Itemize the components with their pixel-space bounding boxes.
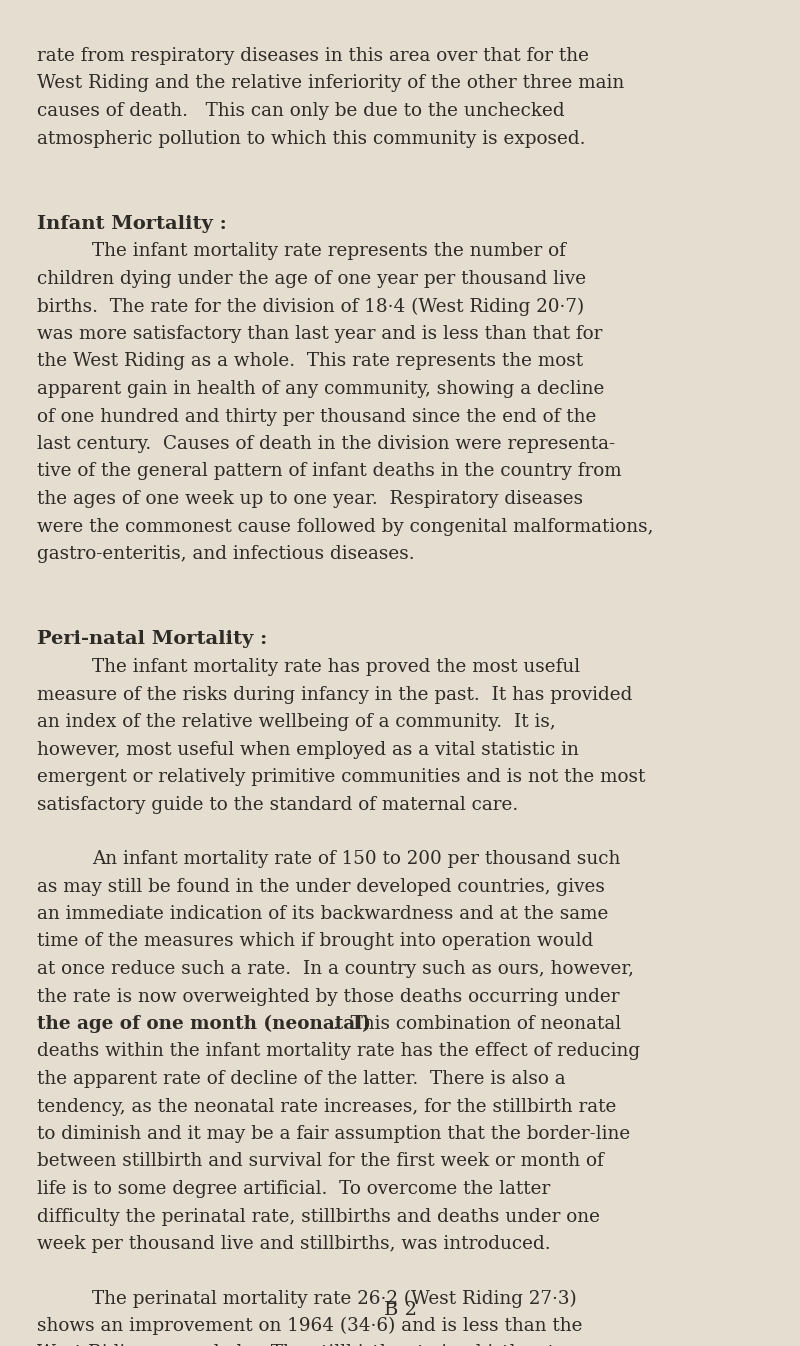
Text: gastro-enteritis, and infectious diseases.: gastro-enteritis, and infectious disease… (37, 545, 414, 563)
Text: however, most useful when employed as a vital statistic in: however, most useful when employed as a … (37, 740, 579, 759)
Text: An infant mortality rate of 150 to 200 per thousand such: An infant mortality rate of 150 to 200 p… (92, 851, 620, 868)
Text: Peri-natal Mortality :: Peri-natal Mortality : (37, 630, 267, 649)
Text: emergent or relatively primitive communities and is not the most: emergent or relatively primitive communi… (37, 769, 646, 786)
Text: causes of death.   This can only be due to the unchecked: causes of death. This can only be due to… (37, 102, 565, 120)
Text: West Riding as a whole.  The stillbirth rate i.e. births at or: West Riding as a whole. The stillbirth r… (37, 1345, 581, 1346)
Text: time of the measures which if brought into operation would: time of the measures which if brought in… (37, 933, 594, 950)
Text: an index of the relative wellbeing of a community.  It is,: an index of the relative wellbeing of a … (37, 713, 556, 731)
Text: to diminish and it may be a fair assumption that the border-line: to diminish and it may be a fair assumpt… (37, 1125, 630, 1143)
Text: were the commonest cause followed by congenital malformations,: were the commonest cause followed by con… (37, 517, 654, 536)
Text: West Riding and the relative inferiority of the other three main: West Riding and the relative inferiority… (37, 74, 624, 93)
Text: deaths within the infant mortality rate has the effect of reducing: deaths within the infant mortality rate … (37, 1043, 640, 1061)
Text: apparent gain in health of any community, showing a decline: apparent gain in health of any community… (37, 380, 604, 398)
Text: measure of the risks during infancy in the past.  It has provided: measure of the risks during infancy in t… (37, 685, 632, 704)
Text: The infant mortality rate has proved the most useful: The infant mortality rate has proved the… (92, 658, 580, 676)
Text: satisfactory guide to the standard of maternal care.: satisfactory guide to the standard of ma… (37, 795, 518, 813)
Text: shows an improvement on 1964 (34·6) and is less than the: shows an improvement on 1964 (34·6) and … (37, 1316, 582, 1335)
Text: last century.  Causes of death in the division were representa-: last century. Causes of death in the div… (37, 435, 615, 454)
Text: births.  The rate for the division of 18·4 (West Riding 20·7): births. The rate for the division of 18·… (37, 297, 584, 316)
Text: Infant Mortality :: Infant Mortality : (37, 215, 226, 233)
Text: children dying under the age of one year per thousand live: children dying under the age of one year… (37, 271, 586, 288)
Text: was more satisfactory than last year and is less than that for: was more satisfactory than last year and… (37, 324, 602, 343)
Text: at once reduce such a rate.  In a country such as ours, however,: at once reduce such a rate. In a country… (37, 960, 634, 979)
Text: The perinatal mortality rate 26·2 (West Riding 27·3): The perinatal mortality rate 26·2 (West … (92, 1289, 577, 1308)
Text: .  This combination of neonatal: . This combination of neonatal (333, 1015, 621, 1032)
Text: life is to some degree artificial.  To overcome the latter: life is to some degree artificial. To ov… (37, 1180, 550, 1198)
Text: tive of the general pattern of infant deaths in the country from: tive of the general pattern of infant de… (37, 463, 622, 481)
Text: of one hundred and thirty per thousand since the end of the: of one hundred and thirty per thousand s… (37, 408, 596, 425)
Text: difficulty the perinatal rate, stillbirths and deaths under one: difficulty the perinatal rate, stillbirt… (37, 1207, 600, 1225)
Text: the age of one month (neonatal): the age of one month (neonatal) (37, 1015, 371, 1034)
Text: week per thousand live and stillbirths, was introduced.: week per thousand live and stillbirths, … (37, 1236, 550, 1253)
Text: the ages of one week up to one year.  Respiratory diseases: the ages of one week up to one year. Res… (37, 490, 583, 507)
Text: rate from respiratory diseases in this area over that for the: rate from respiratory diseases in this a… (37, 47, 589, 65)
Text: the rate is now overweighted by those deaths occurring under: the rate is now overweighted by those de… (37, 988, 619, 1005)
Text: atmospheric pollution to which this community is exposed.: atmospheric pollution to which this comm… (37, 129, 586, 148)
Text: between stillbirth and survival for the first week or month of: between stillbirth and survival for the … (37, 1152, 604, 1171)
Text: the West Riding as a whole.  This rate represents the most: the West Riding as a whole. This rate re… (37, 353, 583, 370)
Text: as may still be found in the under developed countries, gives: as may still be found in the under devel… (37, 878, 605, 895)
Text: an immediate indication of its backwardness and at the same: an immediate indication of its backwardn… (37, 905, 608, 923)
Text: tendency, as the neonatal rate increases, for the stillbirth rate: tendency, as the neonatal rate increases… (37, 1097, 616, 1116)
Text: The infant mortality rate represents the number of: The infant mortality rate represents the… (92, 242, 566, 261)
Text: B 2: B 2 (383, 1302, 417, 1319)
Text: the apparent rate of decline of the latter.  There is also a: the apparent rate of decline of the latt… (37, 1070, 566, 1088)
